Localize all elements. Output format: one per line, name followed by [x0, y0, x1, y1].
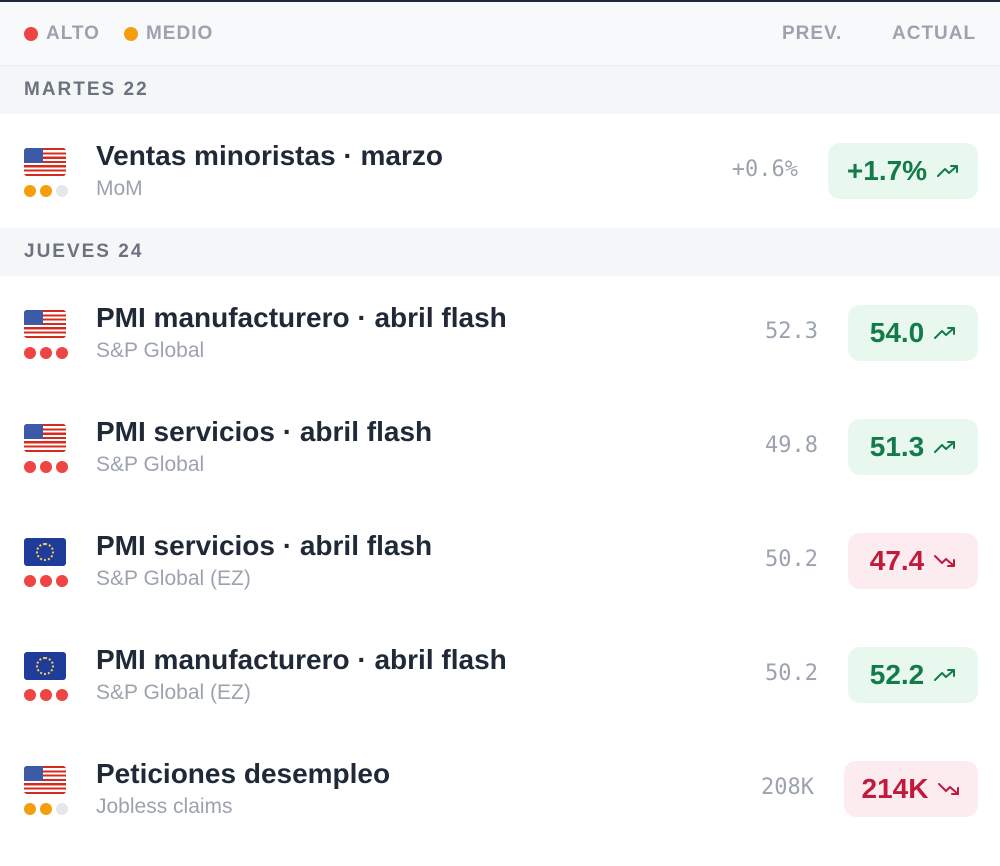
importance-dot-filled-icon	[40, 461, 52, 473]
previous-value: 52.3	[765, 319, 818, 344]
importance-dot-filled-icon	[40, 185, 52, 197]
importance-dot-filled-icon	[56, 575, 68, 587]
actual-value-badge: 52.2	[848, 647, 978, 703]
actual-value-badge: 214K	[844, 761, 978, 817]
day-header: MARTES 22	[0, 66, 1000, 114]
medio-dot-icon	[123, 26, 138, 41]
event-flag-column	[24, 652, 72, 701]
event-title: PMI manufacturero · abril flash	[96, 644, 507, 675]
actual-value-badge: 51.3	[848, 419, 978, 475]
previous-value: 50.2	[765, 547, 818, 572]
event-flag-column	[24, 538, 72, 587]
eu-flag-icon	[24, 652, 66, 680]
actual-value-badge: 47.4	[848, 533, 978, 589]
trend-up-icon	[937, 165, 959, 177]
actual-value: 214K	[861, 773, 929, 804]
importance-dots	[24, 347, 72, 359]
trend-down-icon	[934, 555, 956, 567]
event-row[interactable]: PMI servicios · abril flash S&P Global (E…	[0, 504, 1000, 618]
trend-up-icon	[934, 669, 956, 681]
calendar-header: ALTO MEDIO PREV. ACTUAL	[0, 2, 1000, 66]
eu-flag-icon	[24, 538, 66, 566]
importance-dots	[24, 689, 72, 701]
actual-value: +1.7%	[846, 155, 928, 186]
legend-alto-label: ALTO	[46, 22, 100, 44]
importance-dot-filled-icon	[24, 185, 36, 197]
event-row[interactable]: PMI servicios · abril flash S&P Global 51.…	[0, 390, 1000, 504]
event-flag-column	[24, 424, 72, 473]
actual-value-badge: +1.7%	[828, 143, 978, 199]
event-subtitle: S&P Global	[96, 453, 205, 476]
importance-dot-empty-icon	[56, 185, 68, 197]
actual-value-badge: 54.0	[848, 305, 978, 361]
column-header-prev: PREV.	[782, 22, 843, 44]
importance-dot-filled-icon	[24, 689, 36, 701]
importance-dot-filled-icon	[40, 803, 52, 815]
event-row[interactable]: Peticiones desempleo Jobless claims 214K 20…	[0, 732, 1000, 846]
event-subtitle: S&P Global (EZ)	[96, 681, 251, 704]
event-flag-column	[24, 766, 72, 815]
event-subtitle: S&P Global (EZ)	[96, 567, 251, 590]
importance-dot-filled-icon	[24, 803, 36, 815]
importance-dot-filled-icon	[24, 347, 36, 359]
us-flag-icon	[24, 424, 66, 452]
us-flag-canton	[24, 148, 43, 163]
alto-dot-icon	[24, 26, 38, 41]
us-flag-canton	[24, 424, 43, 439]
actual-value: 47.4	[869, 545, 925, 576]
event-subtitle: MoM	[96, 177, 143, 200]
us-flag-icon	[24, 310, 66, 338]
previous-value: 49.8	[765, 433, 818, 458]
actual-value: 54.0	[869, 317, 925, 348]
importance-dots	[24, 575, 72, 587]
us-flag-icon	[24, 148, 66, 176]
event-list: MARTES 22 Ventas minoristas · marzo MoM +1.…	[0, 66, 1000, 846]
eu-flag-stars	[36, 543, 54, 561]
trend-up-icon	[934, 327, 956, 339]
previous-value: +0.6%	[731, 157, 798, 182]
event-title: PMI servicios · abril flash	[96, 416, 433, 447]
importance-dot-filled-icon	[40, 347, 52, 359]
event-row[interactable]: PMI manufacturero · abril flash S&P Globa…	[0, 276, 1000, 390]
event-title: Ventas minoristas · marzo	[96, 140, 444, 171]
event-flag-column	[24, 148, 72, 197]
event-title: PMI manufacturero · abril flash	[96, 302, 507, 333]
importance-dots	[24, 185, 72, 197]
actual-value: 52.2	[869, 659, 925, 690]
legend-alto: ALTO	[24, 23, 100, 45]
day-header: JUEVES 24	[0, 228, 1000, 276]
importance-dot-filled-icon	[56, 461, 68, 473]
previous-value: 50.2	[765, 661, 818, 686]
importance-dot-filled-icon	[40, 689, 52, 701]
event-row[interactable]: Ventas minoristas · marzo MoM +1.7% +0.6%	[0, 114, 1000, 228]
eu-flag-stars	[36, 657, 54, 675]
importance-dot-filled-icon	[56, 347, 68, 359]
legend-medio-label: MEDIO	[145, 22, 214, 44]
event-subtitle: S&P Global	[96, 339, 205, 362]
us-flag-icon	[24, 766, 66, 794]
actual-value: 51.3	[869, 431, 925, 462]
us-flag-canton	[24, 766, 43, 781]
event-row[interactable]: PMI manufacturero · abril flash S&P Globa…	[0, 618, 1000, 732]
event-title: PMI servicios · abril flash	[96, 530, 433, 561]
legend-medio: MEDIO	[123, 22, 214, 45]
importance-dot-filled-icon	[40, 575, 52, 587]
event-flag-column	[24, 310, 72, 359]
previous-value: 208K	[761, 775, 814, 800]
importance-dot-filled-icon	[56, 689, 68, 701]
event-subtitle: Jobless claims	[96, 795, 233, 818]
importance-dots	[24, 803, 72, 815]
importance-dot-empty-icon	[56, 803, 68, 815]
importance-dot-filled-icon	[24, 575, 36, 587]
us-flag-canton	[24, 310, 43, 325]
importance-dot-filled-icon	[24, 461, 36, 473]
trend-up-icon	[934, 441, 956, 453]
column-header-actual: ACTUAL	[892, 22, 977, 44]
event-title: Peticiones desempleo	[96, 758, 391, 789]
trend-down-icon	[938, 783, 960, 795]
importance-dots	[24, 461, 72, 473]
